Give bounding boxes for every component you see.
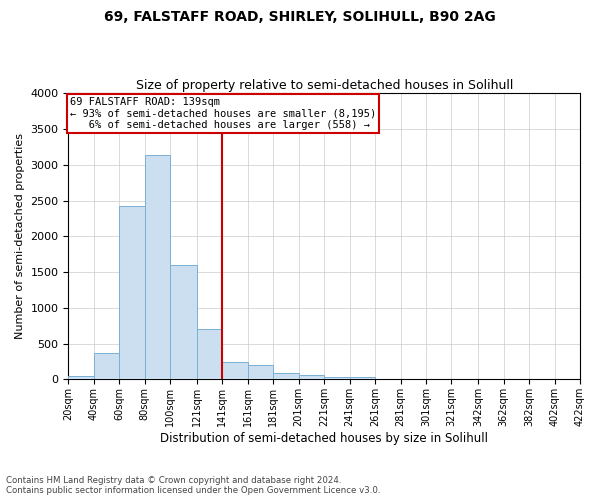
Text: 69, FALSTAFF ROAD, SHIRLEY, SOLIHULL, B90 2AG: 69, FALSTAFF ROAD, SHIRLEY, SOLIHULL, B9… bbox=[104, 10, 496, 24]
Bar bbox=[197, 330, 223, 380]
Title: Size of property relative to semi-detached houses in Solihull: Size of property relative to semi-detach… bbox=[136, 79, 513, 92]
Y-axis label: Number of semi-detached properties: Number of semi-detached properties bbox=[15, 134, 25, 340]
Bar bbox=[350, 378, 375, 380]
Bar bbox=[119, 206, 145, 380]
Bar bbox=[68, 376, 94, 380]
Bar bbox=[170, 265, 197, 380]
Bar bbox=[401, 379, 426, 380]
Bar bbox=[273, 372, 299, 380]
X-axis label: Distribution of semi-detached houses by size in Solihull: Distribution of semi-detached houses by … bbox=[160, 432, 488, 445]
Text: 69 FALSTAFF ROAD: 139sqm
← 93% of semi-detached houses are smaller (8,195)
   6%: 69 FALSTAFF ROAD: 139sqm ← 93% of semi-d… bbox=[70, 96, 376, 130]
Bar bbox=[324, 376, 350, 380]
Bar bbox=[248, 365, 273, 380]
Bar bbox=[223, 362, 248, 380]
Text: Contains HM Land Registry data © Crown copyright and database right 2024.
Contai: Contains HM Land Registry data © Crown c… bbox=[6, 476, 380, 495]
Bar bbox=[299, 375, 324, 380]
Bar bbox=[94, 352, 119, 380]
Bar bbox=[145, 156, 170, 380]
Bar bbox=[375, 378, 401, 380]
